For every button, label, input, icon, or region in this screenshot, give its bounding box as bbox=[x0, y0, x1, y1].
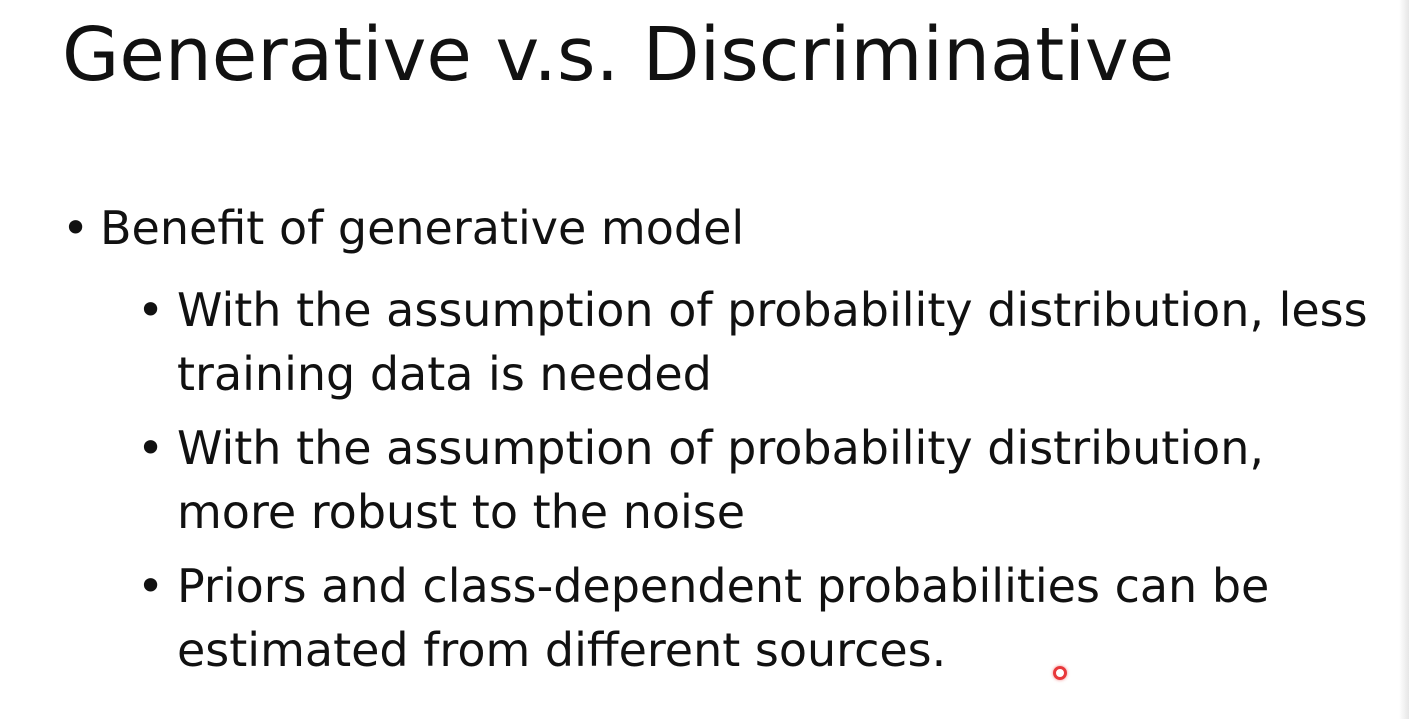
sub-bullet-text: With the assumption of probability distr… bbox=[177, 421, 1264, 539]
bullet-icon: • bbox=[137, 283, 165, 337]
sub-bullet-text: Priors and class-dependent probabilities… bbox=[177, 559, 1270, 677]
sub-bullet-text: With the assumption of probability distr… bbox=[177, 283, 1368, 401]
sub-bullet-item: • With the assumption of probability dis… bbox=[137, 416, 1387, 544]
bullet-icon: • bbox=[137, 559, 165, 613]
main-bullet-text: Benefit of generative model bbox=[100, 201, 745, 255]
laser-pointer-icon bbox=[1053, 666, 1067, 680]
sub-bullet-item: • With the assumption of probability dis… bbox=[137, 278, 1387, 406]
sub-bullet-item: • Priors and class-dependent probabiliti… bbox=[137, 554, 1387, 682]
sub-bullet-list: • With the assumption of probability dis… bbox=[137, 278, 1387, 692]
slide-edge-shadow bbox=[1399, 0, 1409, 719]
bullet-icon: • bbox=[137, 421, 165, 475]
main-bullet: • Benefit of generative model bbox=[62, 205, 744, 251]
slide-title: Generative v.s. Discriminative bbox=[62, 12, 1175, 98]
bullet-icon: • bbox=[62, 201, 90, 255]
